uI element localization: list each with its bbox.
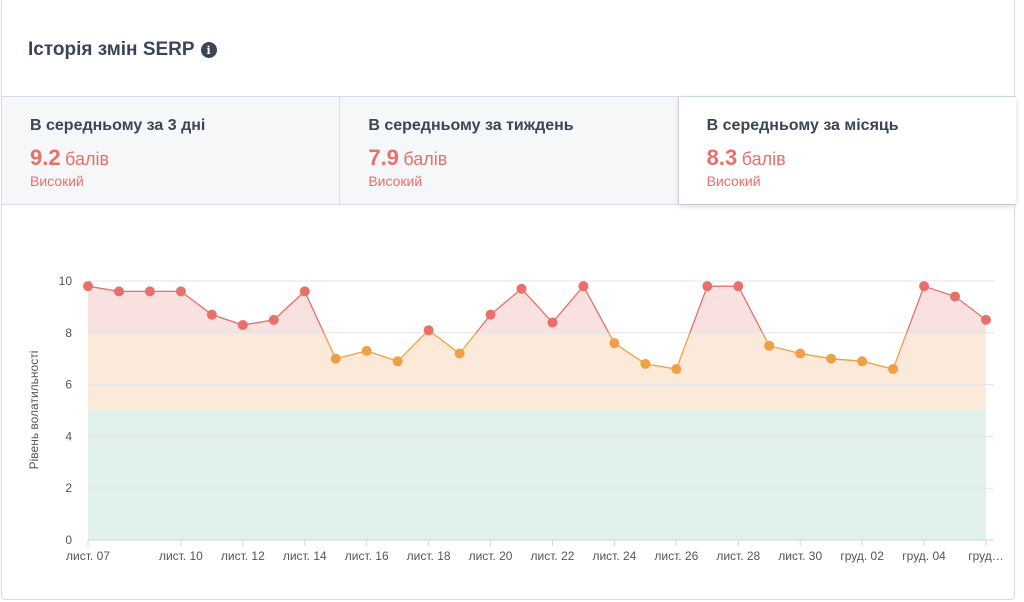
data-point (361, 345, 372, 356)
data-point (826, 353, 837, 364)
stats-row: В середньому за 3 дні 9.2 балів Високий … (2, 96, 1016, 205)
stat-value: 7.9 (368, 145, 399, 170)
card-title: Історія змін SERP i (28, 39, 217, 61)
stat-level: Високий (30, 173, 84, 189)
x-tick-label: лист. 28 (716, 549, 760, 563)
zone-medium (88, 332, 986, 411)
data-point (175, 286, 186, 297)
zone-high (88, 286, 986, 333)
x-tick-label: лист. 26 (654, 549, 698, 563)
data-point (609, 338, 620, 349)
data-point (857, 356, 868, 367)
data-point (888, 364, 899, 375)
x-tick-label: лист. 16 (345, 549, 389, 563)
y-tick-label: 2 (65, 481, 72, 495)
y-tick-label: 8 (65, 326, 72, 340)
stat-unit: балів (741, 149, 786, 169)
zone-low (88, 410, 986, 540)
stat-unit: балів (65, 149, 110, 169)
x-tick-label: груд. 04 (902, 549, 946, 563)
y-tick-label: 6 (65, 378, 72, 392)
y-axis-label: Рівень волатильності (27, 351, 41, 470)
card-title-text: Історія змін SERP (28, 39, 195, 60)
x-tick-label: лист. 30 (778, 549, 822, 563)
stat-label: В середньому за місяць (706, 117, 899, 134)
data-point (144, 286, 155, 297)
x-tick-label: лист. 10 (159, 549, 203, 563)
x-tick-label: лист. 22 (531, 549, 575, 563)
data-point (764, 340, 775, 351)
x-tick-label: груд… (968, 549, 1004, 563)
data-point (547, 317, 558, 328)
x-tick-label: лист. 12 (221, 549, 265, 563)
info-circle-icon[interactable]: i (200, 42, 217, 58)
x-tick-label: лист. 18 (407, 549, 451, 563)
x-tick-label: лист. 24 (592, 549, 636, 563)
data-point (702, 281, 713, 292)
data-point (981, 314, 991, 325)
data-point (485, 309, 496, 320)
stat-value: 8.3 (706, 145, 738, 170)
data-point (330, 353, 341, 364)
data-point (950, 291, 961, 302)
stat-level: Високий (368, 173, 423, 189)
series-line-medium (323, 332, 908, 370)
x-tick-label: груд. 02 (840, 549, 884, 563)
y-tick-label: 4 (65, 429, 72, 443)
series-line-high (87, 285, 987, 333)
data-point (578, 281, 589, 292)
data-point (795, 348, 806, 359)
data-point (516, 283, 527, 294)
stat-unit: балів (403, 149, 448, 169)
data-point (392, 356, 403, 367)
x-tick-label: лист. 14 (283, 549, 327, 563)
stat-tab-week[interactable]: В середньому за тиждень 7.9 балів Високи… (340, 97, 679, 204)
stat-label: В середньому за тиждень (368, 117, 574, 134)
data-point (454, 348, 465, 359)
y-tick-label: 10 (59, 274, 73, 288)
y-tick-label: 0 (65, 533, 72, 547)
data-point (640, 358, 651, 369)
stat-tab-3-days[interactable]: В середньому за 3 дні 9.2 балів Високий (2, 97, 341, 204)
data-point (237, 320, 248, 331)
x-tick-label: лист. 07 (66, 549, 110, 563)
stat-value: 9.2 (30, 145, 61, 170)
stat-tab-month[interactable]: В середньому за місяць 8.3 балів Високий (678, 97, 1016, 204)
data-point (919, 281, 930, 292)
data-point (268, 314, 279, 325)
stat-label: В середньому за 3 дні (30, 117, 206, 134)
data-point (206, 309, 217, 320)
data-point (299, 286, 310, 297)
data-point (423, 325, 434, 336)
data-point (733, 281, 744, 292)
data-point (113, 286, 124, 297)
data-point (83, 281, 93, 292)
x-tick-label: лист. 20 (469, 549, 513, 563)
stat-level: Високий (706, 173, 761, 189)
data-point (671, 364, 682, 375)
